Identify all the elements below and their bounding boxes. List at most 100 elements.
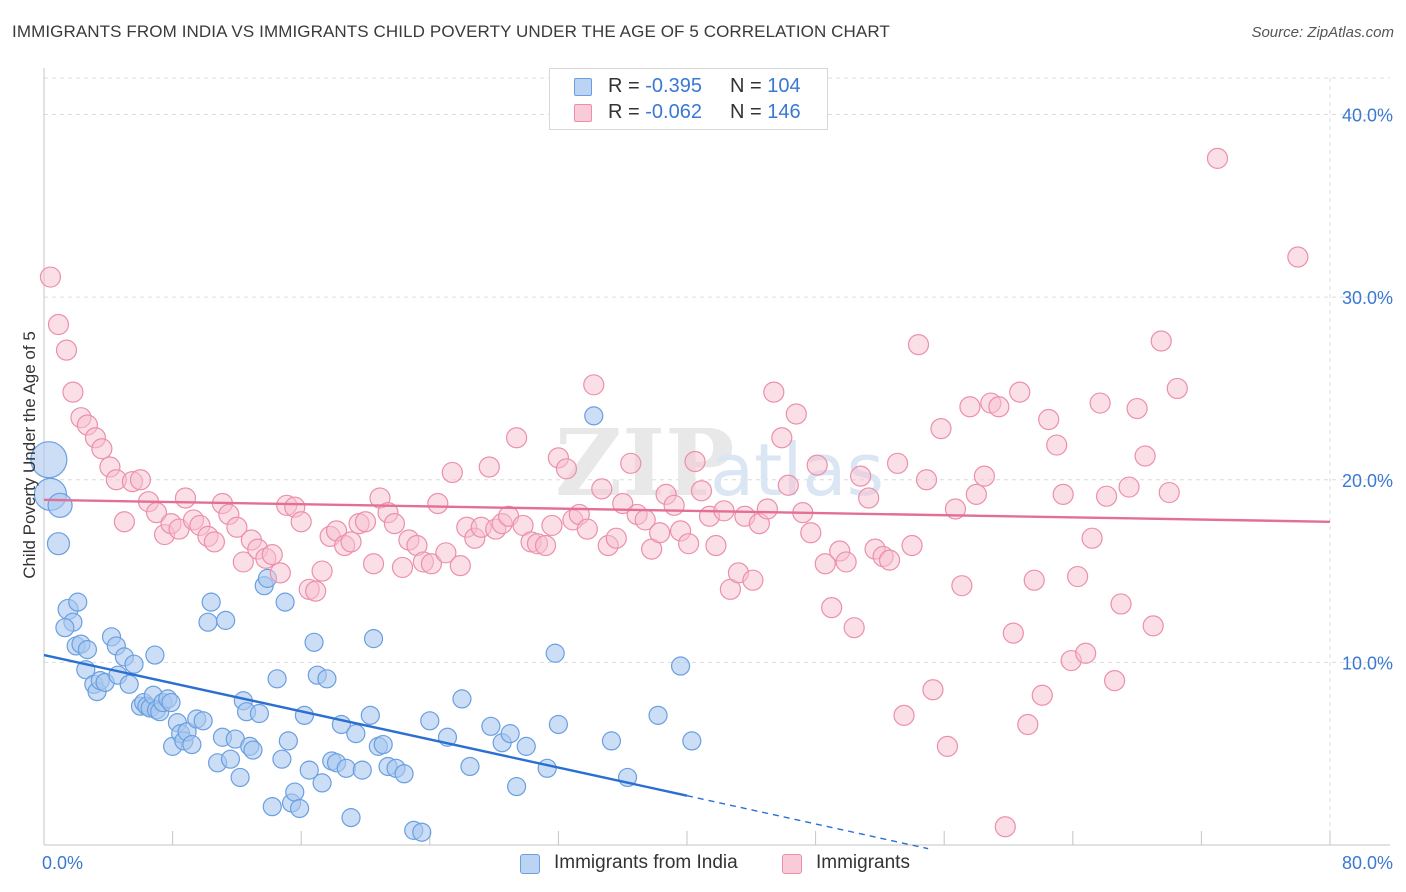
data-point-india: [77, 639, 98, 660]
data-point-india: [460, 756, 480, 777]
source-credit: Source: ZipAtlas.com: [1251, 24, 1394, 41]
data-point-immigrants: [62, 381, 84, 403]
data-point-india: [278, 731, 298, 751]
data-point-immigrants: [1206, 147, 1229, 169]
data-point-immigrants: [449, 554, 471, 577]
data-point-india: [312, 773, 332, 793]
data-point-immigrants: [886, 452, 909, 474]
data-point-immigrants: [1023, 569, 1045, 591]
data-point-india: [198, 612, 218, 632]
data-point-immigrants: [435, 542, 457, 564]
data-point-india: [500, 724, 520, 744]
r-value: -0.062: [645, 101, 702, 123]
data-point-immigrants: [290, 511, 312, 533]
data-point-immigrants: [756, 498, 778, 520]
data-point-immigrants: [203, 531, 225, 553]
legend-swatch-blue: [574, 78, 592, 96]
legend-r-text: R = -0.395: [608, 75, 702, 98]
data-point-india: [363, 629, 384, 649]
data-point-india: [47, 492, 73, 518]
data-point-india: [243, 740, 263, 760]
data-point-india: [201, 592, 221, 612]
data-point-immigrants: [800, 522, 822, 544]
data-point-immigrants: [47, 313, 70, 336]
data-point-immigrants: [1142, 615, 1164, 637]
data-point-india: [420, 711, 440, 731]
data-point-india: [352, 760, 372, 780]
legend-n-text: N = 104: [730, 75, 801, 98]
data-point-india: [373, 734, 393, 755]
data-point-immigrants: [936, 735, 959, 757]
data-point-immigrants: [907, 334, 930, 356]
data-point-immigrants: [973, 465, 995, 487]
data-point-immigrants: [534, 534, 557, 557]
data-point-immigrants: [763, 381, 785, 403]
data-point-india: [360, 705, 380, 725]
watermark: ZIP atlas: [555, 409, 884, 517]
legend-label: Immigrants: [816, 852, 910, 873]
legend-swatch-blue: [520, 854, 540, 874]
data-point-immigrants: [226, 516, 248, 538]
data-point-immigrants: [174, 487, 197, 509]
data-point-immigrants: [922, 679, 944, 701]
x-tick-label: 80.0%: [1342, 853, 1393, 873]
data-point-india: [481, 716, 501, 736]
data-point-immigrants: [1287, 246, 1309, 268]
r-label: R =: [608, 101, 646, 123]
data-point-immigrants: [583, 374, 605, 396]
data-point-immigrants: [541, 514, 563, 537]
data-point-immigrants: [994, 816, 1016, 838]
data-point-immigrants: [742, 569, 764, 591]
n-label: N =: [730, 101, 768, 123]
data-point-immigrants: [311, 560, 333, 582]
data-point-immigrants: [771, 427, 793, 449]
data-point-india: [220, 749, 241, 769]
y-tick-label: 10.0%: [1342, 653, 1393, 673]
legend-n-text: N = 146: [730, 101, 801, 124]
data-point-immigrants: [1089, 392, 1111, 414]
data-point-india: [394, 764, 414, 784]
data-point-immigrants: [959, 396, 981, 418]
data-point-immigrants: [55, 339, 78, 361]
data-point-india: [30, 441, 68, 479]
data-point-immigrants: [1009, 381, 1031, 403]
data-point-immigrants: [835, 551, 857, 573]
data-point-india: [545, 643, 565, 663]
data-point-immigrants: [988, 396, 1010, 418]
data-point-india: [601, 731, 622, 751]
data-point-immigrants: [930, 418, 952, 440]
data-point-immigrants: [1031, 684, 1053, 706]
x-tick-label: 0.0%: [42, 853, 83, 873]
data-point-immigrants: [605, 527, 627, 549]
data-point-immigrants: [1067, 565, 1089, 588]
data-point-immigrants: [850, 465, 872, 487]
data-point-immigrants: [843, 617, 865, 639]
data-point-india: [285, 782, 305, 802]
data-point-immigrants: [129, 469, 152, 491]
data-point-india: [230, 767, 250, 788]
data-point-india: [516, 736, 536, 756]
data-point-immigrants: [441, 461, 463, 484]
data-point-immigrants: [420, 553, 443, 575]
data-point-immigrants: [678, 533, 700, 555]
data-point-india: [507, 776, 527, 797]
y-tick-label: 20.0%: [1342, 471, 1393, 491]
data-point-india: [46, 532, 71, 556]
data-point-immigrants: [690, 480, 713, 502]
data-point-india: [267, 669, 287, 689]
data-point-immigrants: [944, 498, 967, 520]
data-point-immigrants: [915, 469, 938, 491]
data-point-india: [548, 714, 569, 735]
data-point-immigrants: [354, 511, 377, 533]
data-point-india: [670, 656, 691, 676]
data-point-immigrants: [113, 511, 135, 533]
data-point-immigrants: [663, 494, 685, 516]
data-point-india: [682, 731, 702, 751]
data-point-immigrants: [91, 438, 113, 460]
data-point-india: [119, 674, 139, 694]
data-point-immigrants: [814, 553, 836, 575]
data-point-immigrants: [705, 534, 727, 557]
data-point-immigrants: [649, 522, 671, 544]
data-point-india: [193, 711, 213, 731]
trend-lines: [43, 498, 1331, 850]
